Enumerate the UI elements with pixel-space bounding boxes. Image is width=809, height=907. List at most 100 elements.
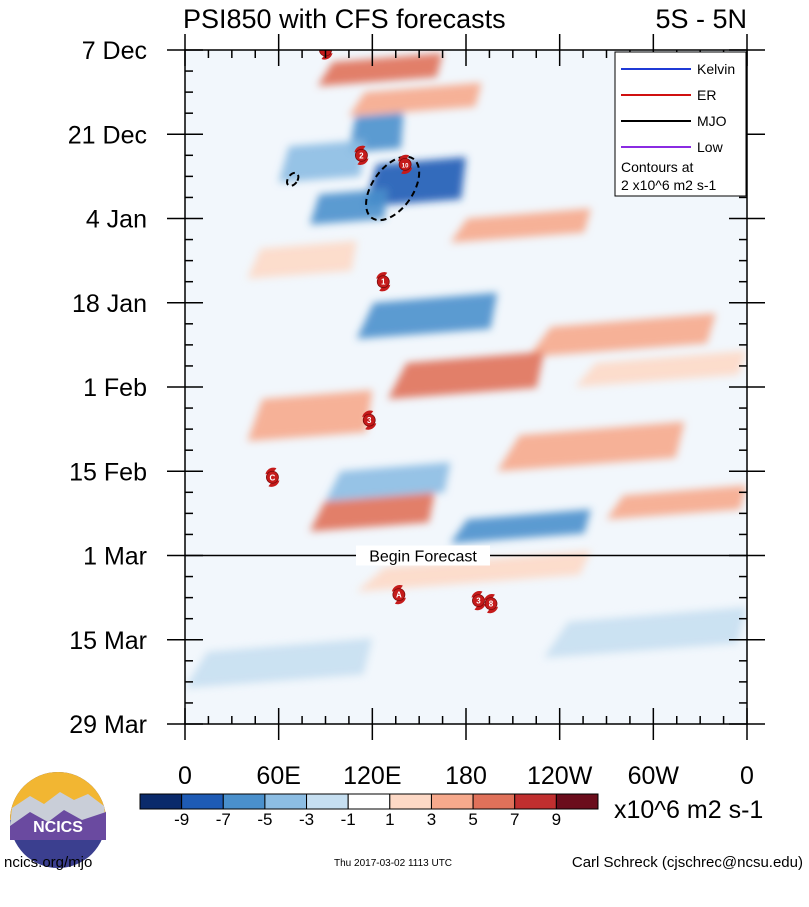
x-tick-label: 180	[445, 762, 487, 790]
x-tick-label: 120W	[527, 762, 593, 790]
storm-body	[484, 597, 498, 611]
colorbar-label: -9	[174, 810, 189, 829]
y-tick-label: 7 Dec	[82, 37, 147, 65]
y-tick-label: 1 Feb	[83, 374, 147, 402]
storm-icon: 2	[354, 145, 369, 165]
storm-icon: 8	[483, 594, 498, 614]
y-axis: 7 Dec 21 Dec 4 Jan 18 Jan 1 Feb 15 Feb 1 Mar 15…	[68, 37, 765, 739]
anomaly-field	[185, 53, 747, 688]
colorbar-swatch	[347, 793, 391, 810]
y-tick-label: 1 Mar	[83, 543, 147, 571]
anomaly-band	[606, 485, 747, 520]
footer-url[interactable]: ncics.org/mjo	[4, 854, 93, 871]
colorbar-swatch	[389, 793, 432, 810]
colorbar-swatch	[472, 793, 516, 810]
storm-icon: 1	[376, 272, 391, 292]
colorbar-swatch	[139, 793, 183, 810]
anomaly-band	[309, 492, 435, 532]
storm-icon: 3	[471, 591, 486, 611]
anomaly-band	[450, 208, 591, 243]
anomaly-band	[528, 313, 716, 357]
colorbar-swatch	[430, 793, 474, 810]
storm-body	[392, 588, 406, 602]
storm-label: C	[270, 473, 276, 482]
mjo-contours	[286, 155, 421, 222]
legend: Kelvin ER MJO Low Contours at 2 x10^6 m2 s-…	[614, 51, 747, 197]
anomaly-band	[544, 607, 747, 658]
x-tick-label: 120E	[343, 762, 401, 790]
storm-body	[376, 275, 390, 289]
y-tick-label: 18 Jan	[72, 290, 147, 318]
ncics-logo: NCICS	[10, 772, 106, 868]
colorbar-label: 1	[385, 810, 394, 829]
x-tick-label: 60W	[628, 762, 680, 790]
colorbar-swatch	[222, 793, 266, 810]
anomaly-band	[450, 509, 591, 544]
storm-arm	[319, 40, 330, 47]
anomaly-band	[317, 53, 443, 87]
logo-text: NCICS	[33, 819, 83, 836]
y-tick-label: 4 Jan	[86, 206, 147, 234]
colorbar-label: -7	[216, 810, 231, 829]
storm-label: 10	[402, 163, 409, 169]
anomaly-band	[309, 188, 388, 225]
forecast-label-bg	[356, 545, 490, 566]
colorbar-label: -5	[257, 810, 272, 829]
colorbar-swatch	[306, 793, 349, 810]
y-tick-label: 29 Mar	[69, 711, 147, 739]
storm-body	[472, 594, 485, 608]
anomaly-band	[185, 638, 373, 688]
chart-region: 5S - 5N	[655, 4, 747, 34]
colorbar-swatch	[555, 793, 599, 810]
storm-label: 2	[359, 151, 364, 160]
storm-body	[362, 413, 376, 427]
anomaly-band	[247, 240, 357, 279]
footer-timestamp: Thu 2017-03-02 1113 UTC	[334, 858, 453, 869]
chart-title: PSI850 with CFS forecasts	[183, 4, 506, 34]
anomaly-band	[387, 351, 545, 400]
colorbar-swatch	[514, 793, 557, 810]
legend-label: Kelvin	[697, 61, 735, 77]
legend-label: Low	[697, 139, 724, 155]
anomaly-band	[364, 157, 466, 207]
x-tick-label: 0	[740, 762, 754, 790]
mjo-contour	[365, 155, 421, 222]
colorbar-label: -1	[341, 810, 356, 829]
storm-label: A	[396, 591, 402, 600]
mjo-contour	[286, 171, 300, 187]
legend-label: MJO	[697, 113, 727, 129]
x-axis: 0 60E 120E 180 120W 60W 0	[178, 34, 754, 790]
anomaly-band	[325, 462, 451, 502]
colorbar-label: 9	[552, 810, 561, 829]
storm-body	[398, 157, 412, 171]
colorbar: -9 -7 -5 -3 -1 1 3 5 7 9	[139, 793, 599, 829]
storm-body	[266, 470, 279, 484]
y-tick-label: 21 Dec	[68, 121, 147, 149]
storm-label: 8	[489, 600, 494, 609]
anomaly-band	[348, 82, 482, 117]
legend-contour-note-2: 2 x10^6 m2 s-1	[621, 177, 716, 193]
storm-body	[355, 148, 368, 162]
legend-contour-note-1: Contours at	[621, 159, 693, 175]
footer-author: Carl Schreck (cjschrec@ncsu.edu)	[571, 854, 803, 871]
y-tick-label: 15 Feb	[69, 458, 147, 486]
storm-label: 1	[381, 278, 386, 287]
colorbar-swatch	[264, 793, 308, 810]
colorbar-label: 5	[468, 810, 477, 829]
colorbar-label: -3	[299, 810, 314, 829]
anomaly-band	[356, 550, 591, 592]
anomaly-band	[278, 140, 365, 183]
y-tick-label: 15 Mar	[69, 627, 147, 655]
forecast-label: Begin Forecast	[369, 549, 477, 566]
colorbar-label: 7	[510, 810, 519, 829]
anomaly-band	[497, 421, 685, 472]
x-tick-label: 0	[178, 762, 192, 790]
storm-label: 3	[476, 597, 481, 606]
storm-icon: A	[391, 584, 406, 605]
legend-box	[614, 51, 747, 197]
x-tick-label: 60E	[256, 762, 300, 790]
colorbar-label: 3	[427, 810, 436, 829]
storm-icon: C	[265, 467, 280, 487]
